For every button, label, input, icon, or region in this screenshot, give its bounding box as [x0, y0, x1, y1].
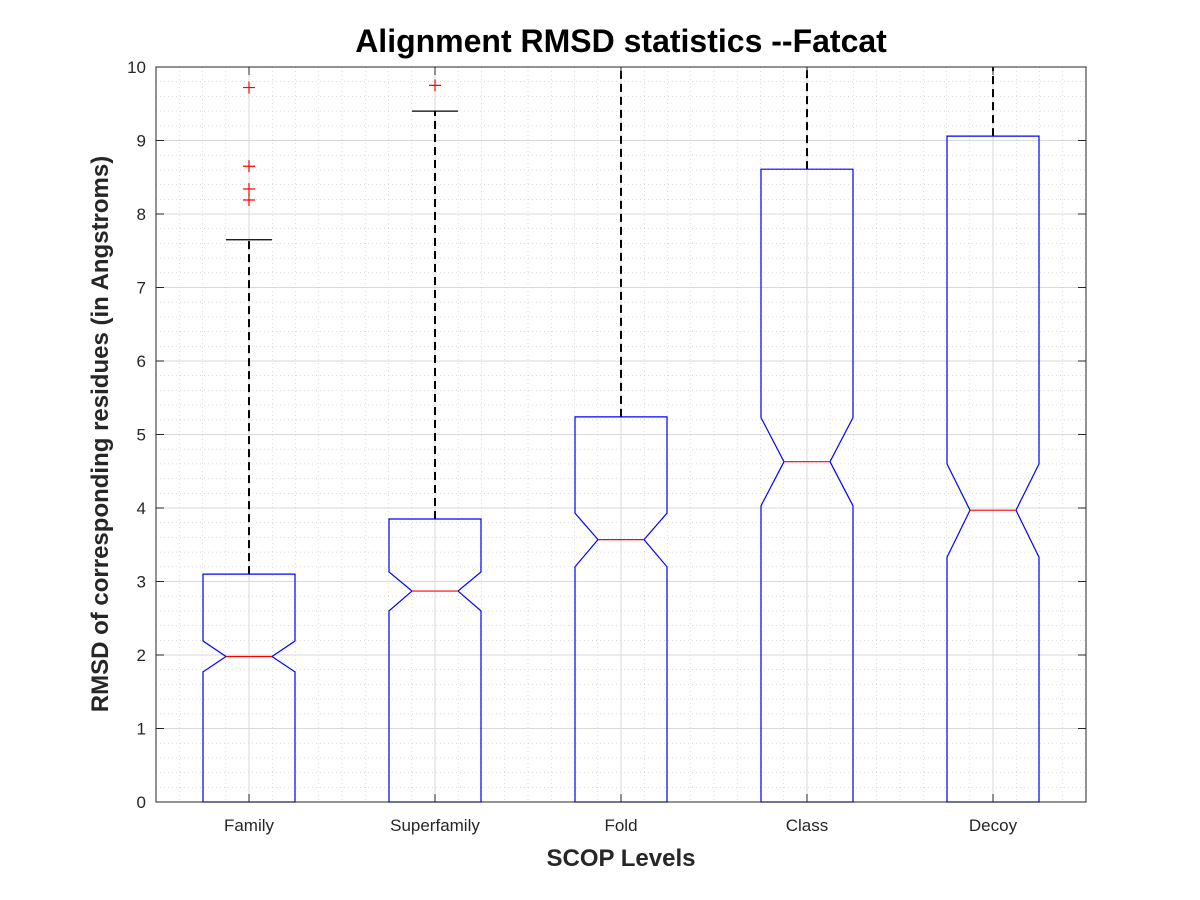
y-tick-label: 2 [137, 646, 146, 665]
y-tick-label: 8 [137, 205, 146, 224]
outlier-marker [429, 79, 441, 92]
box-class [760, 67, 854, 803]
box-outline [202, 573, 296, 803]
x-tick-label: Fold [604, 816, 637, 835]
chart-title: Alignment RMSD statistics --Fatcat [355, 23, 887, 59]
outlier-marker [243, 81, 255, 94]
y-tick-label: 3 [137, 573, 146, 592]
x-tick-label: Decoy [969, 816, 1018, 835]
box-outline [760, 168, 854, 803]
y-tick-label: 10 [127, 58, 146, 77]
y-tick-label: 7 [137, 279, 146, 298]
box-superfamily [388, 79, 482, 803]
y-tick-label: 1 [137, 720, 146, 739]
box-family [202, 81, 296, 803]
y-tick-label: 5 [137, 426, 146, 445]
box-outline [946, 135, 1040, 803]
y-tick-label: 0 [137, 793, 146, 812]
y-tick-label: 4 [137, 499, 146, 518]
box-fold [574, 67, 668, 803]
outlier-marker [243, 194, 255, 207]
boxes [202, 67, 1040, 803]
y-tick-label: 6 [137, 352, 146, 371]
x-tick-label: Class [786, 816, 829, 835]
box-decoy [946, 67, 1040, 803]
ticks: 0 1 2 3 4 5 6 7 8 9 10 Family Superfamily Fold Class De… [127, 58, 1086, 835]
box-outline [388, 518, 482, 803]
x-tick-label: Family [224, 816, 275, 835]
y-tick-label: 9 [137, 132, 146, 151]
x-axis-label: SCOP Levels [547, 845, 696, 872]
y-axis-label: RMSD of corresponding residues (in Angst… [87, 156, 114, 713]
outlier-marker [243, 160, 255, 173]
box-outline [574, 416, 668, 803]
outlier-marker [243, 183, 255, 196]
x-tick-label: Superfamily [390, 816, 480, 835]
